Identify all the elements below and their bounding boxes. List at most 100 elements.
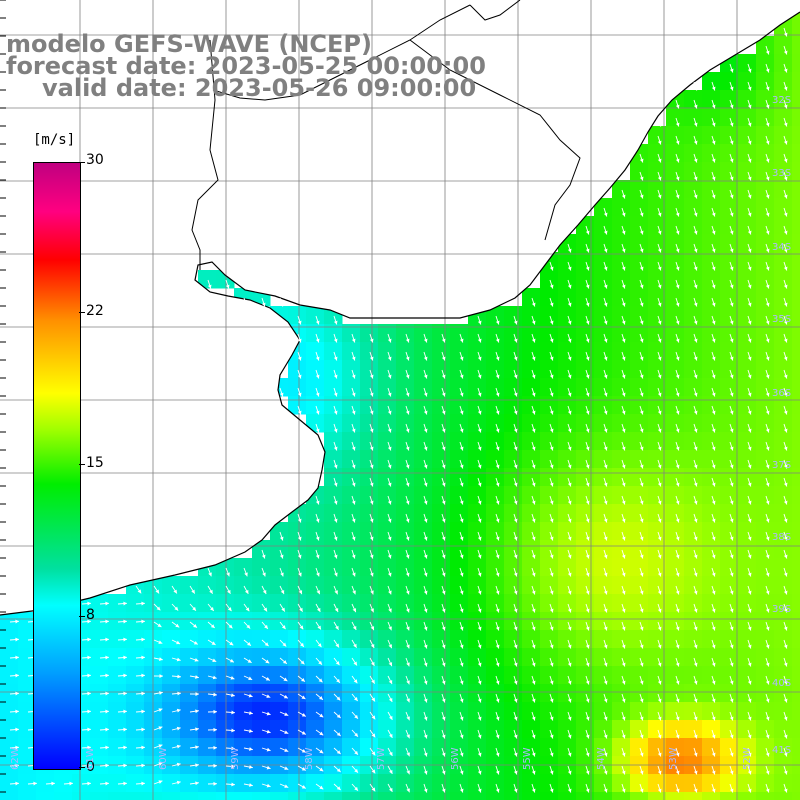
wind-arrow [675,621,680,631]
wind-cell [252,684,271,703]
wind-cell [648,144,667,163]
wind-cell [504,540,523,559]
wind-cell [648,414,667,433]
wind-arrow [531,513,536,523]
wind-arrow [531,387,536,397]
wind-arrow [783,261,788,271]
wind-arrow [315,495,320,505]
wind-cell [666,666,685,685]
wind-cell [396,648,415,667]
wind-cell [720,252,739,271]
wind-arrow [693,135,698,145]
wind-arrow [351,387,356,397]
wind-cell [396,558,415,577]
wind-cell [540,792,559,800]
wind-cell [360,342,379,361]
wind-arrow [405,603,410,613]
wind-cell [738,684,757,703]
wind-arrow [477,477,482,487]
wind-cell [360,720,379,739]
wind-cell [702,504,721,523]
wind-cell [612,576,631,595]
wind-cell [792,144,800,163]
wind-arrow [207,639,216,646]
wind-arrow [387,639,393,649]
wind-cell [684,594,703,613]
wind-cell [108,594,127,613]
wind-cell [558,702,577,721]
wind-cell [702,342,721,361]
wind-arrow [711,81,716,91]
wind-cell [540,504,559,523]
wind-arrow [207,585,213,594]
wind-arrows [9,27,788,793]
wind-cell [612,648,631,667]
wind-arrow [279,783,289,788]
wind-cell [720,72,739,91]
wind-arrow [675,675,680,685]
wind-cell [792,684,800,703]
wind-arrow [657,261,662,271]
wind-cell [270,684,289,703]
wind-arrow [657,405,662,415]
wind-arrow [81,781,92,786]
wind-arrow [693,189,698,199]
wind-arrow [297,351,302,361]
wind-arrow [765,333,770,343]
wind-cell [720,738,739,757]
wind-arrow [495,477,500,487]
wind-arrow [135,619,146,624]
wind-cell [540,720,559,739]
wind-arrow [657,279,662,289]
wind-arrow [369,405,374,415]
wind-arrow [693,567,698,577]
wind-arrow [621,297,626,307]
wind-arrow [711,171,716,181]
wind-arrow [495,315,500,325]
wind-cell [162,666,181,685]
wind-arrow [477,621,482,631]
wind-arrow [405,369,410,379]
wind-cell [450,594,469,613]
wind-arrow [9,727,20,732]
wind-cell [522,414,541,433]
wind-cell [720,792,739,800]
wind-cell [594,252,613,271]
wind-cell [666,468,685,487]
wind-arrow [387,531,392,541]
wind-arrow [459,405,464,415]
wind-cell [630,720,649,739]
wind-arrow [405,495,410,505]
wind-cell [576,504,595,523]
wind-cell [702,126,721,145]
wind-cell [378,468,397,487]
wind-arrow [657,693,662,703]
wind-cell [630,486,649,505]
wind-cell [54,792,73,800]
wind-cell [774,288,793,307]
wind-arrow [639,243,644,253]
wind-cell [720,144,739,163]
wind-cell [90,774,109,793]
wind-cell [252,576,271,595]
wind-arrow [549,513,554,523]
wind-cell [486,396,505,415]
wind-cell [504,522,523,541]
wind-arrow [387,351,392,361]
wind-arrow [765,63,770,73]
wind-arrow [171,691,182,696]
wind-cell [666,234,685,253]
wind-arrow [549,297,554,307]
wind-arrow [711,117,716,127]
wind-cell [432,576,451,595]
wind-arrow [747,171,752,181]
wind-cell [504,306,523,325]
wind-cell [396,522,415,541]
wind-cell [450,720,469,739]
wind-arrow [585,261,590,271]
wind-cell [720,162,739,181]
wind-cell [792,414,800,433]
wind-cell [756,342,775,361]
wind-cell [738,378,757,397]
wind-arrow [711,747,716,757]
